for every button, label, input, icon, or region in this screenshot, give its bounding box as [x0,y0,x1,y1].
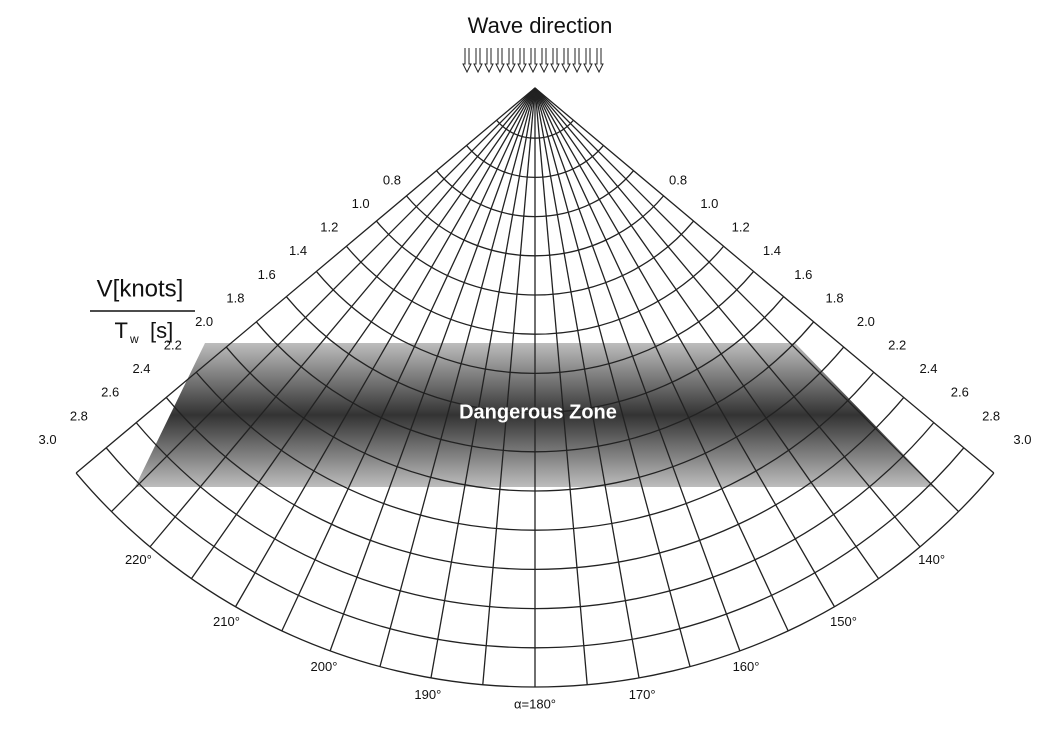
radial-line [379,87,536,667]
radial-line [534,87,995,474]
arrow [528,48,538,74]
y-label-subscript: w [129,332,139,346]
ratio-label-right: 2.4 [919,361,937,376]
ratio-label-right: 1.2 [732,220,750,235]
angle-label: 140° [918,552,945,567]
radial-line [534,87,880,580]
y-label-denominator: T [115,318,128,343]
arrow [594,48,604,74]
radial-line [534,87,640,679]
radial-line [482,87,536,685]
arrow [517,48,527,74]
ratio-label-left: 1.0 [352,196,370,211]
arrow [583,48,593,74]
title: Wave direction [468,13,613,38]
arrow [495,48,505,74]
y-label-unit: [s] [150,318,173,343]
angle-label: 200° [311,659,338,674]
radial-line [75,87,536,474]
arrow [550,48,560,74]
ratio-label-left: 3.0 [39,432,57,447]
radial-line [534,87,921,548]
ratio-label-right: 2.6 [951,385,969,400]
ratio-label-right: 1.4 [763,243,781,258]
ratio-label-right: 1.8 [826,290,844,305]
ratio-label-right: 1.0 [700,196,718,211]
arrow [539,48,549,74]
arrow [462,48,472,74]
ratio-label-left: 2.6 [101,385,119,400]
ratio-label-right: 3.0 [1013,432,1031,447]
angle-label: 150° [830,614,857,629]
ratio-label-right: 2.2 [888,338,906,353]
ratio-label-left: 1.4 [289,243,307,258]
angle-label: α=180° [514,696,556,711]
grid [75,87,995,688]
ring [75,472,995,688]
radial-line [110,87,536,513]
ratio-label-left: 2.4 [132,361,150,376]
y-label-numerator: V[knots] [97,275,184,302]
radial-line [534,87,960,513]
arrow [572,48,582,74]
arrow [561,48,571,74]
arrow [484,48,494,74]
radial-line [534,87,588,685]
ratio-label-left: 1.2 [320,220,338,235]
wave-arrows [462,48,604,74]
ratio-label-left: 0.8 [383,172,401,187]
radial-line [329,87,536,652]
radial-line [534,87,789,632]
angle-label: 170° [629,687,656,702]
angle-label: 190° [414,687,441,702]
ratio-label-right: 2.8 [982,408,1000,423]
ratio-label-left: 1.8 [226,290,244,305]
ratio-label-right: 1.6 [794,267,812,282]
radial-line [149,87,536,548]
radial-line [234,87,536,608]
zone-label: Dangerous Zone [459,401,617,423]
ratio-label-left: 2.0 [195,314,213,329]
angle-label: 220° [125,552,152,567]
ratio-label-right: 2.0 [857,314,875,329]
ratio-label-left: 2.2 [164,338,182,353]
radial-line [281,87,536,632]
ratio-label-left: 2.8 [70,408,88,423]
angle-label: 210° [213,614,240,629]
radial-line [534,87,741,652]
angle-label: 160° [733,659,760,674]
radial-line [430,87,536,679]
radial-line [534,87,691,667]
arrow [473,48,483,74]
radial-line [534,87,836,608]
arrow [506,48,516,74]
ratio-label-right: 0.8 [669,172,687,187]
radial-line [190,87,536,580]
ratio-label-left: 1.6 [258,267,276,282]
